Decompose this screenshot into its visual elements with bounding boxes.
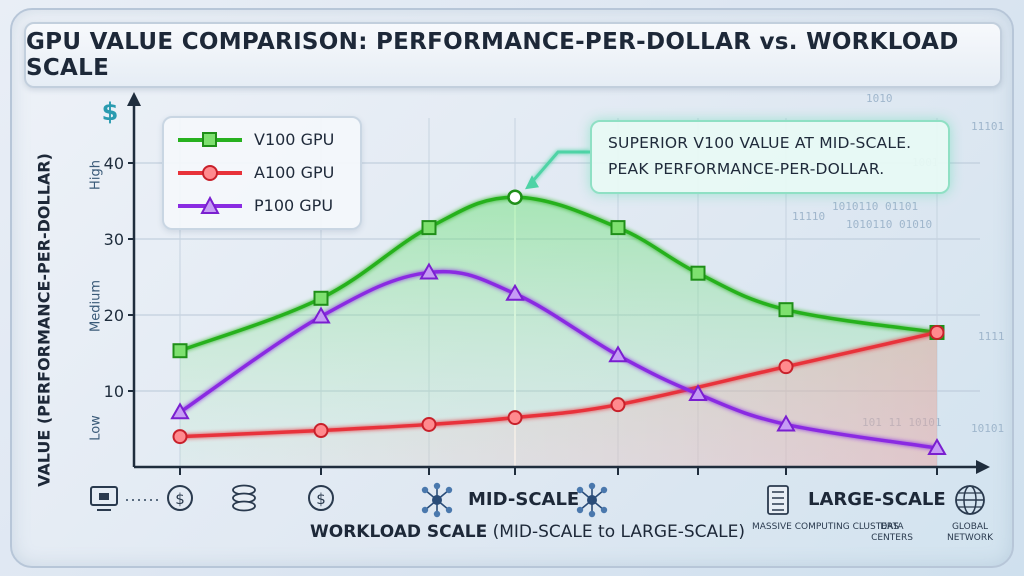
network-node-icon bbox=[421, 482, 453, 518]
x-axis-label: WORKLOAD SCALE (MID-SCALE to LARGE-SCALE… bbox=[310, 522, 745, 542]
marker-p100-8 bbox=[927, 437, 947, 455]
y-tick-label-20: 20 bbox=[104, 306, 124, 325]
legend-swatch-a100 bbox=[178, 165, 242, 181]
marker-v100-6 bbox=[690, 265, 706, 281]
y-axis-label: VALUE (PERFORMANCE-PER-DOLLAR) bbox=[34, 153, 54, 487]
binary-text-9: 10101 bbox=[971, 422, 1005, 435]
monitor-icon bbox=[90, 486, 118, 511]
binary-text-5: 1010110 01101 bbox=[832, 200, 919, 213]
title-banner: GPU VALUE COMPARISON: PERFORMANCE-PER-DO… bbox=[24, 22, 1002, 88]
callout-line-1: SUPERIOR V100 VALUE AT MID-SCALE. bbox=[608, 134, 912, 152]
server-icon bbox=[767, 485, 789, 515]
marker-p100-2 bbox=[311, 306, 331, 324]
globe-icon bbox=[955, 485, 985, 515]
marker-a100-4 bbox=[507, 410, 523, 426]
area-fills bbox=[180, 197, 937, 467]
marker-p100-6 bbox=[688, 384, 708, 402]
legend-item-v100: V100 GPU bbox=[176, 127, 356, 153]
y-tag-low: Low bbox=[88, 415, 104, 441]
callout-arrowhead bbox=[525, 175, 539, 190]
marker-v100-1 bbox=[172, 343, 188, 359]
mid-scale-label: MID-SCALE bbox=[468, 489, 580, 510]
marker-v100-4 bbox=[507, 189, 523, 205]
binary-text-2: 11101 bbox=[971, 120, 1005, 133]
y-axis-arrow bbox=[127, 92, 141, 106]
y-tick-label-30: 30 bbox=[104, 230, 124, 249]
marker-a100-8 bbox=[929, 324, 945, 340]
annotation-callout: SUPERIOR V100 VALUE AT MID-SCALE. PEAK P… bbox=[590, 120, 950, 194]
sub-label-clusters: MASSIVE COMPUTING CLUSTERS bbox=[752, 522, 899, 532]
x-axis-label-main: WORKLOAD SCALE bbox=[310, 522, 488, 542]
binary-text-4: 11110 bbox=[792, 210, 826, 223]
legend-item-p100: P100 GPU bbox=[176, 193, 356, 219]
sub-label-data-centers: DATA CENTERS bbox=[871, 522, 913, 543]
marker-v100-5 bbox=[610, 220, 626, 236]
binary-text-1: 1010 bbox=[866, 92, 893, 105]
marker-p100-1 bbox=[170, 402, 190, 420]
network-node-icon-2 bbox=[576, 482, 608, 518]
legend-label-p100: P100 GPU bbox=[254, 196, 334, 215]
x-axis-label-range: (MID-SCALE to LARGE-SCALE) bbox=[487, 522, 746, 542]
marker-p100-3 bbox=[419, 262, 439, 280]
area-fill-a100 bbox=[180, 332, 937, 467]
marker-v100-7 bbox=[778, 302, 794, 318]
marker-a100-5 bbox=[610, 397, 626, 413]
sub-label-global-network: GLOBAL NETWORK bbox=[946, 522, 994, 543]
y-tick-label-10: 10 bbox=[104, 382, 124, 401]
legend-swatch-v100 bbox=[178, 132, 242, 147]
marker-a100-2 bbox=[313, 423, 329, 439]
series-markers bbox=[170, 150, 947, 455]
svg-text:$: $ bbox=[316, 490, 326, 508]
marker-p100-7 bbox=[776, 414, 796, 432]
marker-a100-1 bbox=[172, 429, 188, 445]
axes: $10 20 30 40 bbox=[102, 92, 990, 475]
dollar-coin-icon: $ bbox=[167, 485, 193, 511]
marker-v100-2 bbox=[313, 290, 329, 306]
marker-a100-7 bbox=[778, 359, 794, 375]
y-tag-medium: Medium bbox=[88, 280, 104, 332]
y-tag-high: High bbox=[88, 160, 104, 190]
chart-title: GPU VALUE COMPARISON: PERFORMANCE-PER-DO… bbox=[26, 29, 959, 81]
x-axis-icons: $ $ bbox=[90, 482, 985, 518]
database-icon bbox=[232, 484, 256, 512]
callout-arrow bbox=[529, 150, 590, 185]
marker-p100-5 bbox=[608, 345, 628, 363]
binary-text-6: 1010110 01010 bbox=[846, 218, 933, 231]
large-scale-label: LARGE-SCALE bbox=[808, 489, 946, 510]
y-tick-label-40: 40 bbox=[104, 154, 124, 173]
marker-p100-4 bbox=[505, 283, 525, 301]
legend: V100 GPU A100 GPU P100 GPU bbox=[162, 116, 362, 230]
x-axis-arrow bbox=[976, 460, 990, 474]
svg-text:$: $ bbox=[175, 490, 185, 508]
dollar-coin-icon-2: $ bbox=[308, 485, 334, 511]
legend-label-v100: V100 GPU bbox=[254, 130, 335, 149]
legend-label-a100: A100 GPU bbox=[254, 163, 335, 182]
legend-item-a100: A100 GPU bbox=[176, 160, 356, 186]
binary-text-7: 1111 bbox=[978, 330, 1005, 343]
callout-line-2: PEAK PERFORMANCE-PER-DOLLAR. bbox=[608, 160, 885, 178]
legend-swatch-p100 bbox=[178, 195, 242, 214]
marker-a100-3 bbox=[421, 416, 437, 432]
y-axis-dollar-icon: $ bbox=[102, 98, 119, 126]
marker-v100-3 bbox=[421, 220, 437, 236]
